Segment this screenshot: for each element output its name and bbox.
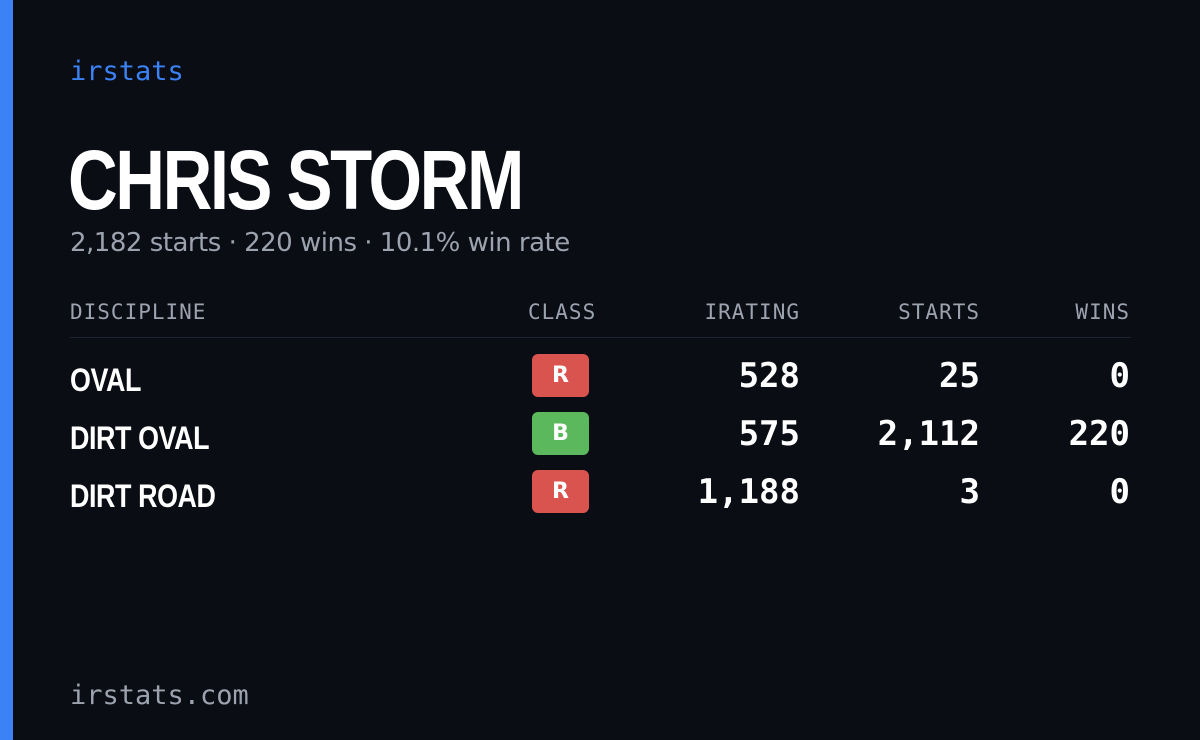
table-header: DISCIPLINE CLASS IRATING STARTS WINS	[70, 298, 1131, 338]
header-discipline: DISCIPLINE	[70, 300, 207, 324]
irating-value: 528	[738, 356, 800, 396]
header-starts: STARTS	[898, 300, 980, 324]
class-badge: R	[532, 354, 589, 397]
irating-value: 1,188	[697, 472, 800, 512]
starts-value: 2,112	[877, 414, 980, 454]
table-row: DIRT ROAD R 1,188 3 0	[70, 454, 1131, 514]
brand-logo-text: irstats	[70, 56, 184, 87]
discipline-name: DIRT ROAD	[70, 478, 216, 514]
table-row: DIRT OVAL B 575 2,112 220	[70, 396, 1131, 456]
starts-value: 25	[939, 356, 980, 396]
wins-value: 220	[1068, 414, 1130, 454]
footer-site-link[interactable]: irstats.com	[70, 680, 249, 711]
wins-value: 0	[1109, 472, 1130, 512]
class-badge: B	[532, 412, 589, 455]
discipline-name: DIRT OVAL	[70, 420, 210, 456]
header-class: CLASS	[528, 300, 597, 324]
accent-bar	[0, 0, 13, 740]
class-badge: R	[532, 470, 589, 513]
irating-value: 575	[738, 414, 800, 454]
table-row: OVAL R 528 25 0	[70, 338, 1131, 398]
driver-name: CHRIS STORM	[68, 133, 524, 227]
starts-value: 3	[959, 472, 980, 512]
discipline-name: OVAL	[70, 362, 141, 398]
header-wins: WINS	[1075, 300, 1130, 324]
driver-summary: 2,182 starts · 220 wins · 10.1% win rate	[70, 228, 570, 258]
header-irating: IRATING	[704, 300, 800, 324]
wins-value: 0	[1109, 356, 1130, 396]
discipline-table: DISCIPLINE CLASS IRATING STARTS WINS OVA…	[70, 298, 1131, 514]
